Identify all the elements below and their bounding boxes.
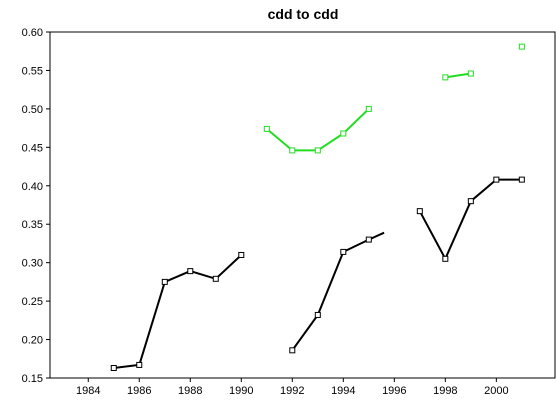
- y-axis: 0.15 0.20 0.25 0.30 0.35 0.40 0.45 0.50 0.55 0.60: [22, 27, 50, 385]
- y-tick-label: 0.40: [22, 181, 43, 193]
- series-line: [266, 108, 370, 152]
- x-tick-label: 1996: [382, 385, 406, 397]
- chart-title: cdd to cdd: [268, 6, 339, 22]
- series-0: [110, 176, 525, 372]
- data-point: [365, 236, 372, 243]
- data-point: [263, 125, 270, 132]
- y-tick-label: 0.20: [22, 335, 43, 347]
- data-point: [314, 147, 321, 154]
- data-point: [110, 365, 117, 372]
- series-line: [291, 231, 385, 351]
- x-tick-label: 1990: [229, 385, 253, 397]
- x-tick-label: 1992: [280, 385, 304, 397]
- series-layer: [110, 43, 525, 372]
- data-point: [161, 278, 168, 285]
- data-point: [442, 255, 449, 262]
- y-tick-label: 0.45: [22, 142, 43, 154]
- series-1: [263, 43, 525, 154]
- x-tick-label: 1998: [433, 385, 457, 397]
- x-tick-label: 1994: [331, 385, 355, 397]
- x-tick-label: 2000: [484, 385, 508, 397]
- data-point: [467, 70, 474, 77]
- y-tick-label: 0.35: [22, 219, 43, 231]
- y-tick-label: 0.55: [22, 65, 43, 77]
- data-point: [518, 176, 525, 183]
- data-point: [212, 275, 219, 282]
- x-axis: 1984 1986 1988 1990 1992 1994 1996 1998 2000: [76, 378, 509, 397]
- data-point: [289, 347, 296, 354]
- y-tick-label: 0.25: [22, 296, 43, 308]
- data-point: [467, 198, 474, 205]
- x-tick-label: 1986: [127, 385, 151, 397]
- series-line: [113, 254, 242, 369]
- x-tick-label: 1984: [76, 385, 100, 397]
- data-point: [289, 147, 296, 154]
- x-tick-label: 1988: [178, 385, 202, 397]
- data-point: [314, 311, 321, 318]
- series-line: [445, 72, 471, 79]
- data-point: [340, 248, 347, 255]
- y-tick-label: 0.30: [22, 258, 43, 270]
- data-point: [187, 268, 194, 275]
- series-line: [418, 178, 522, 260]
- data-point: [518, 43, 525, 50]
- data-point: [136, 361, 143, 368]
- y-tick-label: 0.15: [22, 373, 43, 385]
- data-point: [365, 105, 372, 112]
- plot-frame: [49, 31, 556, 379]
- data-point: [238, 251, 245, 258]
- data-point: [493, 176, 500, 183]
- data-point: [340, 130, 347, 137]
- data-point: [416, 208, 423, 215]
- y-tick-label: 0.50: [22, 104, 43, 116]
- y-tick-label: 0.60: [22, 27, 43, 39]
- data-point: [442, 74, 449, 81]
